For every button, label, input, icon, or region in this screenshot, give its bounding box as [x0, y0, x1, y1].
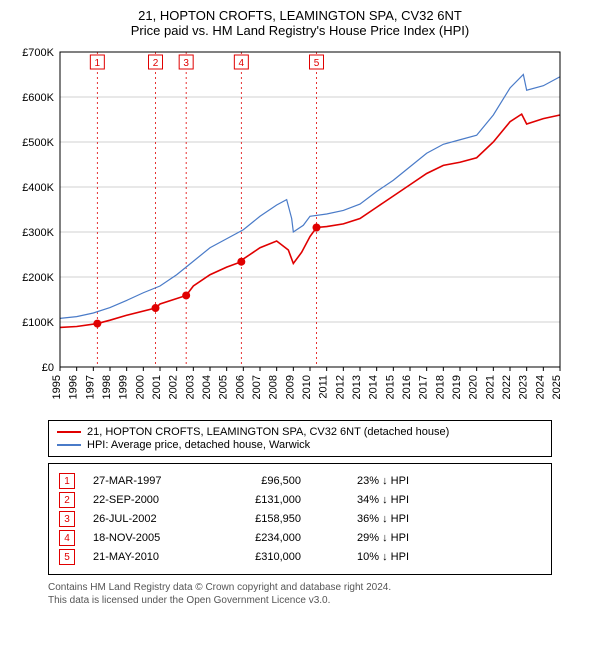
svg-text:2015: 2015	[384, 375, 396, 399]
svg-text:2008: 2008	[268, 375, 280, 399]
svg-text:2013: 2013	[351, 375, 363, 399]
table-row: 1 27-MAR-1997 £96,500 23% ↓ HPI	[59, 473, 541, 489]
svg-text:2014: 2014	[368, 375, 380, 399]
price-chart: £0 £100K £200K £300K £400K £500K £600K £700K 199…	[8, 44, 568, 414]
svg-text:4: 4	[239, 58, 245, 69]
legend: 21, HOPTON CROFTS, LEAMINGTON SPA, CV32 …	[48, 420, 552, 457]
transaction-pct: 29% ↓ HPI	[319, 532, 409, 544]
svg-text:2018: 2018	[434, 375, 446, 399]
svg-text:2020: 2020	[468, 375, 480, 399]
svg-text:2017: 2017	[418, 375, 430, 399]
footer-licence: This data is licensed under the Open Gov…	[48, 594, 592, 607]
svg-text:2003: 2003	[184, 375, 196, 399]
transaction-date: 22-SEP-2000	[93, 494, 203, 506]
svg-text:2005: 2005	[218, 375, 230, 399]
transaction-price: £158,950	[221, 513, 301, 525]
transaction-price: £96,500	[221, 475, 301, 487]
svg-text:£200K: £200K	[22, 272, 54, 284]
svg-text:£100K: £100K	[22, 317, 54, 329]
svg-text:2024: 2024	[534, 375, 546, 399]
transaction-marker: 1	[59, 473, 75, 489]
svg-text:2000: 2000	[134, 375, 146, 399]
transaction-pct: 10% ↓ HPI	[319, 551, 409, 563]
svg-text:2001: 2001	[151, 375, 163, 399]
svg-text:2022: 2022	[501, 375, 513, 399]
transaction-price: £131,000	[221, 494, 301, 506]
chart-subtitle: Price paid vs. HM Land Registry's House …	[8, 23, 592, 38]
svg-text:2011: 2011	[318, 375, 330, 399]
table-row: 4 18-NOV-2005 £234,000 29% ↓ HPI	[59, 530, 541, 546]
transaction-price: £234,000	[221, 532, 301, 544]
legend-swatch	[57, 431, 81, 433]
transaction-marker: 5	[59, 549, 75, 565]
svg-text:£700K: £700K	[22, 47, 54, 59]
svg-text:1996: 1996	[68, 375, 80, 399]
legend-item: HPI: Average price, detached house, Warw…	[57, 439, 543, 451]
svg-text:1: 1	[95, 58, 101, 69]
svg-text:£400K: £400K	[22, 182, 54, 194]
svg-text:2021: 2021	[484, 375, 496, 399]
transaction-price: £310,000	[221, 551, 301, 563]
legend-label: HPI: Average price, detached house, Warw…	[87, 439, 310, 451]
svg-text:£0: £0	[42, 362, 54, 374]
svg-text:2007: 2007	[251, 375, 263, 399]
transaction-pct: 23% ↓ HPI	[319, 475, 409, 487]
table-row: 3 26-JUL-2002 £158,950 36% ↓ HPI	[59, 511, 541, 527]
svg-text:1997: 1997	[84, 375, 96, 399]
transaction-date: 21-MAY-2010	[93, 551, 203, 563]
svg-text:2004: 2004	[201, 375, 213, 399]
legend-swatch	[57, 444, 81, 446]
svg-text:£500K: £500K	[22, 137, 54, 149]
transaction-pct: 34% ↓ HPI	[319, 494, 409, 506]
transaction-marker: 3	[59, 511, 75, 527]
svg-text:2002: 2002	[168, 375, 180, 399]
legend-item: 21, HOPTON CROFTS, LEAMINGTON SPA, CV32 …	[57, 426, 543, 438]
svg-text:2010: 2010	[301, 375, 313, 399]
svg-text:2016: 2016	[401, 375, 413, 399]
svg-text:2019: 2019	[451, 375, 463, 399]
svg-text:2009: 2009	[284, 375, 296, 399]
footer-copyright: Contains HM Land Registry data © Crown c…	[48, 581, 592, 594]
svg-text:£600K: £600K	[22, 92, 54, 104]
transaction-marker: 4	[59, 530, 75, 546]
chart-title: 21, HOPTON CROFTS, LEAMINGTON SPA, CV32 …	[8, 8, 592, 23]
transaction-date: 27-MAR-1997	[93, 475, 203, 487]
svg-text:£300K: £300K	[22, 227, 54, 239]
transaction-marker: 2	[59, 492, 75, 508]
svg-text:1995: 1995	[51, 375, 63, 399]
transaction-date: 18-NOV-2005	[93, 532, 203, 544]
svg-text:5: 5	[314, 58, 320, 69]
transaction-date: 26-JUL-2002	[93, 513, 203, 525]
svg-text:1998: 1998	[101, 375, 113, 399]
transactions-table: 1 27-MAR-1997 £96,500 23% ↓ HPI 2 22-SEP-2000…	[48, 463, 552, 575]
svg-text:2023: 2023	[518, 375, 530, 399]
legend-label: 21, HOPTON CROFTS, LEAMINGTON SPA, CV32 …	[87, 426, 449, 438]
svg-text:3: 3	[183, 58, 189, 69]
table-row: 2 22-SEP-2000 £131,000 34% ↓ HPI	[59, 492, 541, 508]
svg-text:2006: 2006	[234, 375, 246, 399]
svg-text:2: 2	[153, 58, 159, 69]
svg-text:1999: 1999	[118, 375, 130, 399]
svg-text:2025: 2025	[551, 375, 563, 399]
svg-text:2012: 2012	[334, 375, 346, 399]
table-row: 5 21-MAY-2010 £310,000 10% ↓ HPI	[59, 549, 541, 565]
transaction-pct: 36% ↓ HPI	[319, 513, 409, 525]
